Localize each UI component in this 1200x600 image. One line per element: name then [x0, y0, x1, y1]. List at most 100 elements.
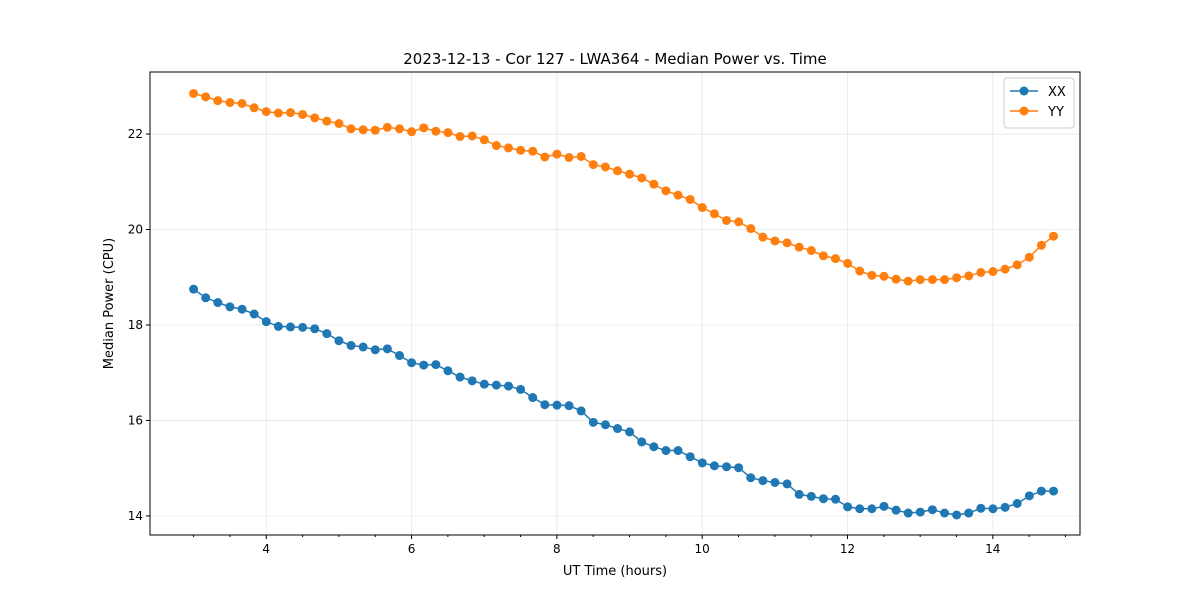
- data-point-yy: [213, 96, 223, 106]
- data-point-yy: [831, 254, 841, 264]
- data-point-yy: [1024, 252, 1034, 262]
- data-point-xx: [576, 406, 586, 416]
- data-point-xx: [1049, 486, 1059, 496]
- data-point-xx: [927, 505, 937, 515]
- plot-frame: [149, 71, 1081, 536]
- data-point-yy: [431, 126, 441, 136]
- data-point-xx: [758, 476, 768, 486]
- data-point-yy: [915, 275, 925, 285]
- data-point-xx: [431, 360, 441, 370]
- data-point-yy: [394, 124, 404, 134]
- data-point-xx: [394, 351, 404, 361]
- x-tick-label: 4: [262, 542, 270, 556]
- data-point-xx: [201, 293, 211, 303]
- data-point-xx: [976, 503, 986, 513]
- data-point-xx: [697, 458, 707, 468]
- data-point-yy: [479, 135, 489, 145]
- data-point-yy: [540, 152, 550, 162]
- data-point-yy: [637, 173, 647, 183]
- legend-item-yy: YY: [1010, 105, 1064, 120]
- data-point-xx: [1000, 502, 1010, 512]
- x-tick-label: 12: [840, 542, 855, 556]
- y-tick-label: 18: [128, 318, 143, 332]
- data-point-xx: [564, 401, 574, 411]
- data-point-yy: [528, 146, 538, 156]
- data-point-xx: [782, 479, 792, 489]
- data-point-xx: [261, 317, 271, 327]
- data-point-xx: [891, 505, 901, 515]
- x-tick-label: 6: [408, 542, 416, 556]
- data-point-xx: [746, 473, 756, 483]
- data-point-xx: [988, 504, 998, 514]
- data-point-xx: [504, 381, 513, 391]
- data-point-xx: [310, 324, 320, 334]
- data-point-yy: [806, 246, 816, 256]
- data-point-xx: [770, 477, 780, 487]
- data-point-yy: [564, 152, 574, 162]
- data-point-yy: [746, 224, 756, 234]
- data-point-yy: [322, 116, 332, 126]
- data-point-yy: [201, 92, 211, 102]
- data-point-yy: [346, 124, 356, 134]
- series-layer: [189, 88, 1059, 520]
- data-point-yy: [600, 162, 610, 172]
- data-point-yy: [310, 113, 320, 123]
- data-point-yy: [576, 151, 586, 161]
- data-point-yy: [625, 169, 635, 179]
- data-point-xx: [940, 508, 950, 518]
- data-point-yy: [818, 251, 828, 261]
- data-point-xx: [419, 360, 429, 370]
- data-point-xx: [237, 304, 247, 314]
- data-point-yy: [588, 160, 598, 170]
- data-point-xx: [225, 302, 235, 312]
- data-point-yy: [758, 232, 768, 242]
- data-point-yy: [722, 215, 732, 225]
- data-point-yy: [261, 107, 271, 117]
- tick-layer: 4 6 8 10 12 14 14 16 18 20 22: [128, 127, 1066, 556]
- data-point-yy: [697, 203, 707, 213]
- data-point-xx: [722, 462, 732, 472]
- data-point-yy: [734, 217, 744, 227]
- data-point-xx: [491, 380, 501, 390]
- x-tick-label: 14: [985, 542, 1000, 556]
- data-point-xx: [794, 489, 804, 499]
- data-point-xx: [285, 322, 295, 332]
- data-point-yy: [685, 194, 695, 204]
- data-point-yy: [1036, 240, 1046, 250]
- y-axis-label: Median Power (CPU): [102, 238, 117, 369]
- data-point-xx: [952, 510, 962, 520]
- data-point-yy: [794, 242, 804, 252]
- data-point-yy: [952, 273, 962, 283]
- data-point-xx: [831, 494, 841, 504]
- data-point-xx: [637, 437, 647, 447]
- data-point-xx: [625, 427, 635, 437]
- data-point-yy: [382, 122, 392, 132]
- data-point-xx: [358, 342, 368, 352]
- y-tick-label: 14: [128, 509, 143, 523]
- legend-marker: [1019, 86, 1029, 96]
- data-point-xx: [528, 393, 538, 403]
- data-point-yy: [613, 166, 623, 176]
- data-point-xx: [806, 491, 816, 501]
- data-point-xx: [249, 309, 259, 319]
- data-point-yy: [843, 258, 853, 268]
- data-point-yy: [649, 179, 659, 189]
- data-point-yy: [661, 186, 671, 196]
- data-point-xx: [843, 502, 853, 512]
- data-point-xx: [467, 376, 477, 386]
- data-point-yy: [298, 109, 308, 119]
- data-point-yy: [782, 238, 792, 248]
- series-yy: [189, 88, 1059, 286]
- data-point-yy: [1012, 260, 1022, 270]
- data-point-yy: [988, 267, 998, 277]
- data-point-xx: [685, 452, 695, 462]
- data-point-yy: [1049, 231, 1059, 241]
- y-tick-label: 16: [128, 413, 143, 427]
- legend-label: XX: [1048, 85, 1066, 100]
- data-point-yy: [903, 276, 913, 286]
- data-point-yy: [855, 266, 865, 276]
- data-point-yy: [491, 141, 501, 151]
- x-axis-label: UT Time (hours): [563, 564, 667, 579]
- data-point-xx: [867, 504, 877, 514]
- data-point-xx: [903, 508, 913, 518]
